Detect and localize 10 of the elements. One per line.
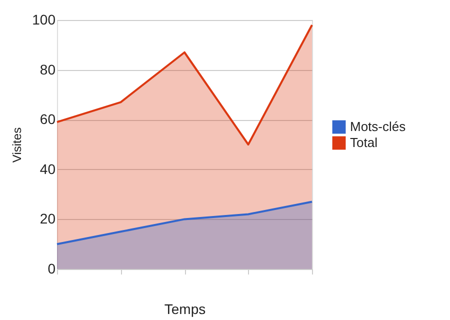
legend-label: Mots-clés	[350, 119, 406, 134]
y-tick-label: 80	[40, 61, 56, 78]
x-axis-title: Temps	[164, 301, 206, 317]
y-tick-label: 20	[40, 210, 56, 227]
legend-label: Total	[350, 135, 378, 150]
y-tick-label: 60	[40, 111, 56, 128]
y-axis-title: Visites	[10, 127, 24, 163]
y-tick-label: 40	[40, 160, 56, 177]
y-tick-label: 0	[48, 260, 56, 276]
y-tick-label: 100	[32, 12, 56, 28]
